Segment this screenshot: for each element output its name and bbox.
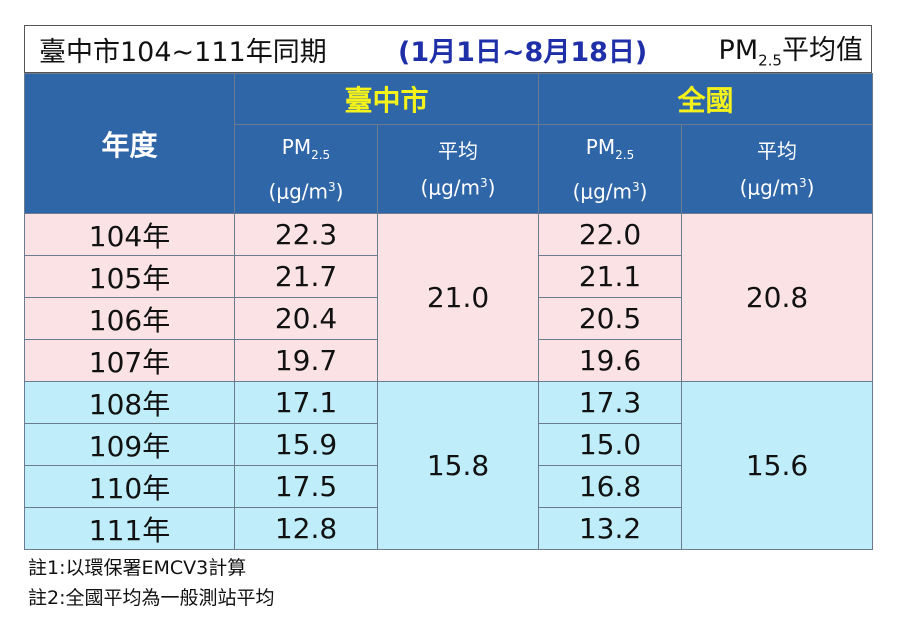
table-row: 107年 19.7 19.6 bbox=[24, 339, 873, 382]
city-value-cell: 22.3 bbox=[234, 213, 378, 256]
pm25-table-frame: 臺中市104~111年同期 (1月1日~8月18日) PM2.5平均值 年度 臺… bbox=[24, 25, 874, 550]
year-cell: 108年 bbox=[24, 381, 235, 424]
nation-value-cell: 17.3 bbox=[538, 381, 683, 424]
header-city-pm25: PM2.5 (μg/m3) bbox=[234, 124, 378, 214]
header-group-nation: 全國 bbox=[538, 73, 874, 125]
year-cell: 110年 bbox=[24, 465, 235, 508]
city-average-late: 15.8 bbox=[376, 381, 540, 550]
table-row: 106年 20.4 20.5 bbox=[24, 297, 873, 340]
footnote-2: 註2:全國平均為一般測站平均 bbox=[28, 587, 275, 609]
header-year: 年度 bbox=[24, 73, 235, 214]
nation-value-cell: 16.8 bbox=[538, 465, 683, 508]
header-group-city: 臺中市 bbox=[233, 73, 540, 125]
table-row: 105年 21.7 21.1 bbox=[24, 255, 873, 298]
nation-average-early: 20.8 bbox=[681, 213, 874, 382]
table-title: 臺中市104~111年同期 (1月1日~8月18日) PM2.5平均值 bbox=[24, 25, 872, 73]
city-value-cell: 17.5 bbox=[234, 465, 378, 508]
nation-value-cell: 13.2 bbox=[538, 507, 683, 550]
table-row: 108年 17.1 15.8 17.3 15.6 bbox=[24, 381, 874, 550]
footnotes: 註1:以環保署EMCV3計算 註2:全國平均為一般測站平均 bbox=[28, 553, 275, 613]
city-average-early: 21.0 bbox=[376, 213, 540, 382]
nation-average-late: 15.6 bbox=[681, 381, 874, 550]
nation-value-cell: 21.1 bbox=[538, 255, 683, 298]
header-nation-pm25: PM2.5 (μg/m3) bbox=[538, 124, 683, 214]
city-value-cell: 19.7 bbox=[234, 339, 378, 382]
header-city-avg: 平均 (μg/m3) bbox=[376, 124, 540, 214]
nation-value-cell: 19.6 bbox=[538, 339, 683, 382]
table-row: 111年 12.8 13.2 bbox=[24, 507, 873, 550]
year-cell: 109年 bbox=[24, 423, 235, 466]
city-value-cell: 21.7 bbox=[234, 255, 378, 298]
header-nation-avg: 平均 (μg/m3) bbox=[681, 124, 874, 214]
title-prefix: 臺中市104~111年同期 bbox=[39, 36, 327, 68]
city-value-cell: 17.1 bbox=[234, 381, 378, 424]
title-date-range: (1月1日~8月18日) bbox=[398, 36, 648, 68]
footnote-1: 註1:以環保署EMCV3計算 bbox=[28, 557, 247, 579]
year-cell: 106年 bbox=[24, 297, 235, 340]
city-value-cell: 20.4 bbox=[234, 297, 378, 340]
nation-value-cell: 20.5 bbox=[538, 297, 683, 340]
nation-value-cell: 15.0 bbox=[538, 423, 683, 466]
city-value-cell: 12.8 bbox=[234, 507, 378, 550]
city-value-cell: 15.9 bbox=[234, 423, 378, 466]
year-cell: 111年 bbox=[24, 507, 235, 550]
pm25-table: 年度 臺中市 全國 PM2.5 (μg/m3) 平均 (μg/m3) PM2.5… bbox=[24, 73, 874, 550]
title-metric: PM2.5平均值 bbox=[718, 35, 863, 70]
table-row: 104年 22.3 21.0 22.0 20.8 bbox=[24, 213, 874, 382]
year-cell: 104年 bbox=[24, 213, 235, 256]
table-row: 109年 15.9 15.0 bbox=[24, 423, 873, 466]
year-cell: 105年 bbox=[24, 255, 235, 298]
year-cell: 107年 bbox=[24, 339, 235, 382]
nation-value-cell: 22.0 bbox=[538, 213, 683, 256]
